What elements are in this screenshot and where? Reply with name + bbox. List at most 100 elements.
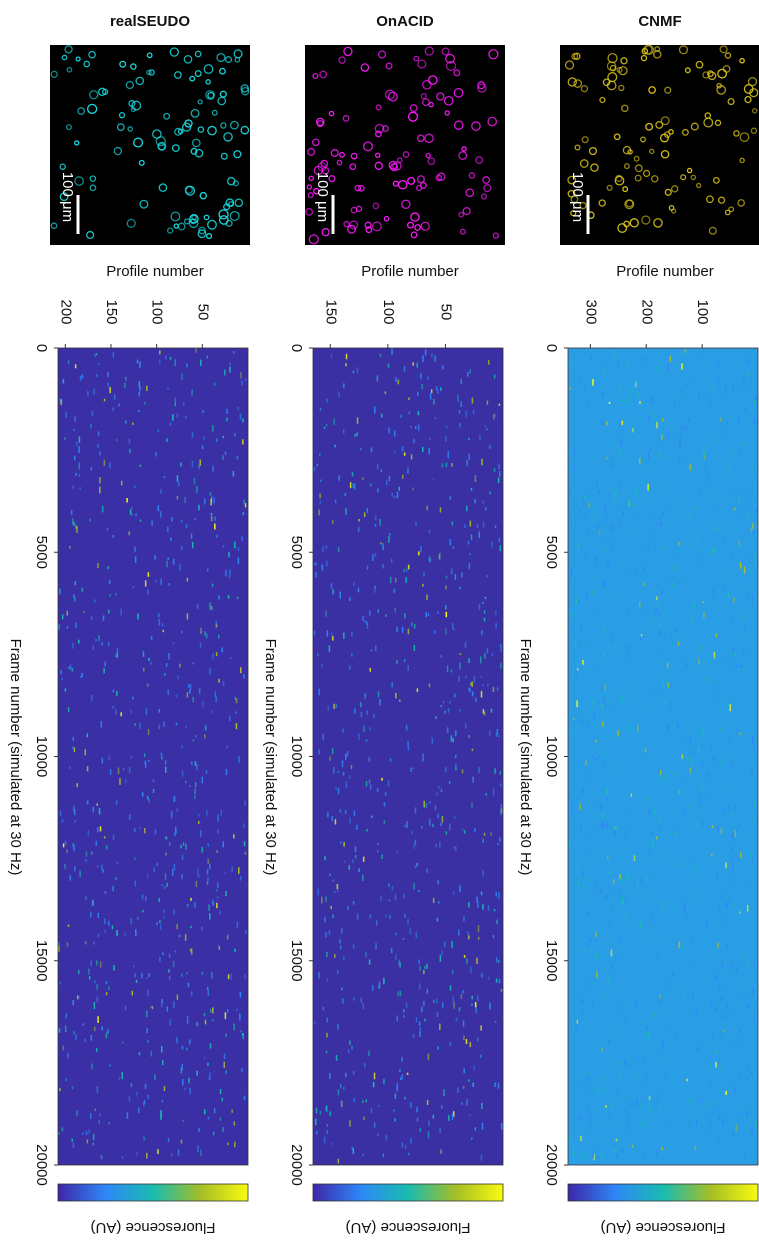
heatmap-texture bbox=[242, 418, 244, 422]
heatmap-texture bbox=[324, 1137, 326, 1144]
heatmap-texture bbox=[498, 892, 500, 898]
heatmap-texture bbox=[606, 787, 608, 794]
heatmap-texture bbox=[718, 378, 720, 383]
heatmap-texture bbox=[746, 1078, 748, 1081]
heatmap-texture bbox=[100, 721, 102, 728]
heatmap-texture bbox=[754, 555, 756, 559]
heatmap-texture bbox=[97, 444, 99, 448]
heatmap-texture bbox=[710, 1127, 712, 1130]
heatmap-texture bbox=[442, 816, 444, 823]
heatmap-texture bbox=[112, 926, 114, 930]
heatmap-texture bbox=[217, 896, 219, 899]
heatmap-texture bbox=[333, 767, 335, 773]
heatmap-texture bbox=[97, 865, 99, 867]
heatmap-texture bbox=[471, 996, 473, 1000]
heatmap-texture bbox=[750, 528, 752, 532]
heatmap-texture bbox=[99, 1120, 101, 1124]
heatmap-texture bbox=[741, 665, 743, 668]
heatmap-texture bbox=[417, 363, 419, 368]
heatmap-texture bbox=[198, 505, 200, 510]
heatmap-texture bbox=[73, 1142, 75, 1148]
heatmap-texture bbox=[470, 553, 472, 555]
heatmap-texture bbox=[158, 505, 160, 511]
heatmap-texture bbox=[446, 426, 448, 428]
x-tick-label: 50 bbox=[194, 304, 211, 321]
heatmap-texture bbox=[210, 499, 212, 506]
heatmap-texture bbox=[82, 1023, 84, 1025]
heatmap-texture bbox=[698, 490, 700, 495]
heatmap-texture bbox=[423, 1001, 425, 1006]
heatmap-texture bbox=[494, 1082, 496, 1087]
heatmap-texture bbox=[223, 436, 225, 438]
heatmap-texture bbox=[715, 1007, 717, 1013]
heatmap-texture bbox=[410, 426, 412, 428]
heatmap-texture bbox=[135, 556, 137, 563]
heatmap-texture bbox=[417, 1118, 419, 1122]
heatmap-texture bbox=[706, 920, 708, 927]
heatmap-texture bbox=[131, 507, 133, 509]
heatmap-texture bbox=[671, 636, 673, 640]
heatmap-texture bbox=[225, 570, 227, 576]
heatmap-texture bbox=[60, 810, 62, 816]
heatmap-texture bbox=[711, 1038, 713, 1042]
heatmap-texture bbox=[91, 695, 93, 701]
heatmap-texture bbox=[662, 511, 664, 515]
heatmap-texture bbox=[167, 388, 169, 390]
heatmap-texture bbox=[718, 1116, 720, 1119]
heatmap-texture bbox=[96, 1048, 98, 1052]
heatmap-texture bbox=[596, 971, 598, 978]
heatmap-texture bbox=[144, 828, 146, 833]
heatmap-texture bbox=[211, 513, 213, 516]
heatmap-texture bbox=[755, 1123, 757, 1129]
heatmap-texture bbox=[160, 924, 162, 930]
heatmap-texture bbox=[245, 930, 247, 933]
heatmap-texture bbox=[138, 410, 140, 412]
heatmap-texture bbox=[186, 363, 188, 367]
heatmap-texture bbox=[358, 733, 360, 739]
heatmap-texture bbox=[620, 450, 622, 456]
heatmap-texture bbox=[616, 1139, 618, 1142]
heatmap-texture bbox=[725, 387, 727, 394]
heatmap-texture bbox=[731, 965, 733, 969]
heatmap-texture bbox=[435, 716, 437, 719]
heatmap-texture bbox=[642, 357, 644, 361]
heatmap-texture bbox=[607, 856, 609, 860]
heatmap-texture bbox=[159, 351, 161, 355]
heatmap-texture bbox=[615, 955, 617, 961]
heatmap-texture bbox=[113, 690, 115, 693]
heatmap-texture bbox=[97, 827, 99, 832]
heatmap-texture bbox=[155, 829, 157, 834]
heatmap-texture bbox=[342, 998, 344, 1003]
heatmap-texture bbox=[743, 378, 745, 383]
heatmap-texture bbox=[397, 851, 399, 854]
heatmap-texture bbox=[727, 704, 729, 708]
heatmap-texture bbox=[329, 930, 331, 935]
heatmap-texture bbox=[708, 486, 710, 489]
heatmap-texture bbox=[142, 792, 144, 797]
heatmap-texture bbox=[90, 1113, 92, 1119]
heatmap-texture bbox=[573, 1151, 575, 1156]
heatmap-texture bbox=[238, 867, 240, 874]
heatmap-texture bbox=[238, 756, 240, 763]
heatmap-texture bbox=[173, 1001, 175, 1008]
heatmap-texture bbox=[391, 559, 393, 563]
heatmap-texture bbox=[472, 777, 474, 783]
heatmap-texture bbox=[116, 801, 118, 805]
heatmap-texture bbox=[234, 1142, 236, 1148]
heatmap-texture bbox=[680, 435, 682, 441]
heatmap-texture bbox=[163, 909, 165, 912]
heatmap-texture bbox=[366, 781, 368, 786]
heatmap-texture bbox=[104, 399, 106, 402]
heatmap-texture bbox=[689, 739, 691, 745]
heatmap-texture bbox=[718, 905, 720, 909]
heatmap-texture bbox=[134, 828, 136, 832]
heatmap-texture bbox=[88, 830, 90, 835]
heatmap-texture bbox=[738, 540, 740, 546]
heatmap-texture bbox=[747, 905, 749, 912]
heatmap-texture bbox=[343, 383, 345, 388]
heatmap-texture bbox=[493, 414, 495, 420]
heatmap-texture bbox=[660, 519, 662, 526]
heatmap-texture bbox=[461, 572, 463, 577]
heatmap-texture bbox=[444, 945, 446, 947]
heatmap-texture bbox=[174, 797, 176, 801]
